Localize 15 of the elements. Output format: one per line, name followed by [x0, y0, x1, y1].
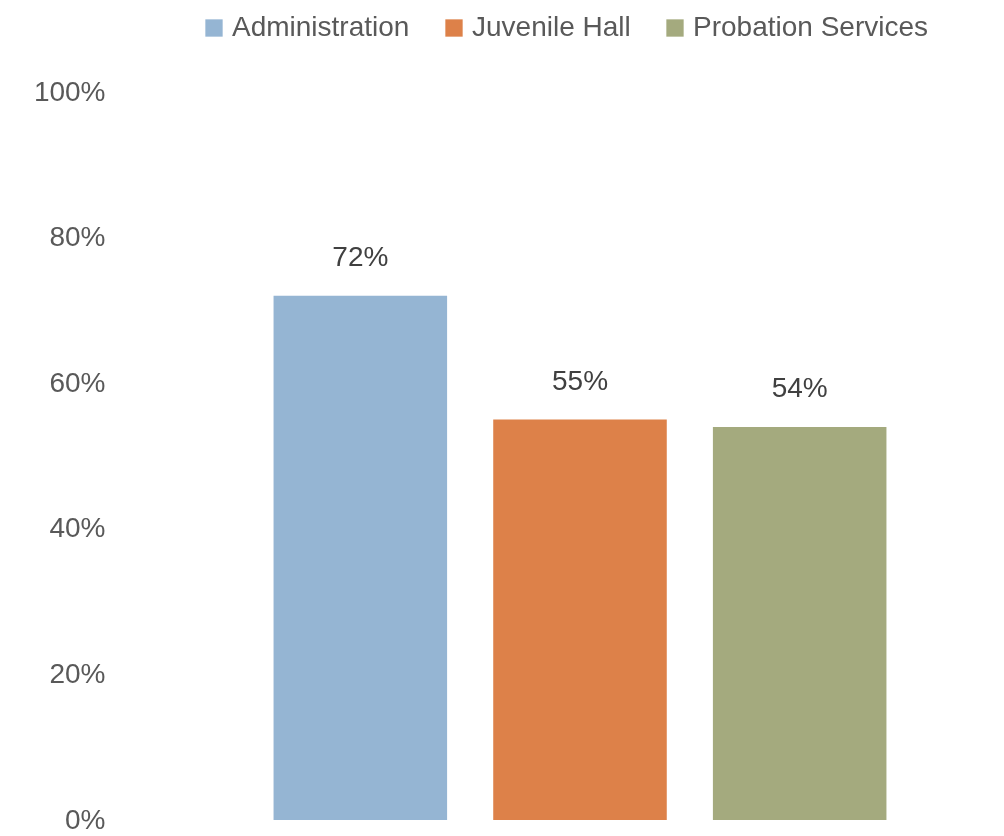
y-tick-label: 40%: [49, 512, 106, 544]
data-label: 55%: [551, 364, 609, 396]
bar: [273, 295, 448, 820]
y-tick-label: 60%: [49, 366, 106, 398]
bar: [712, 426, 887, 820]
y-tick-label: 20%: [49, 657, 106, 689]
data-label: 54%: [771, 371, 828, 403]
data-label: 72%: [332, 240, 389, 272]
y-tick-label: 0%: [65, 803, 106, 835]
y-tick-label: 100%: [33, 75, 106, 107]
bar: [493, 419, 667, 820]
legend-label: Juvenile Hall: [472, 11, 631, 42]
y-tick-label: 80%: [49, 221, 106, 253]
legend-label: Administration: [232, 11, 410, 42]
legend-label: Probation Services: [693, 11, 929, 42]
